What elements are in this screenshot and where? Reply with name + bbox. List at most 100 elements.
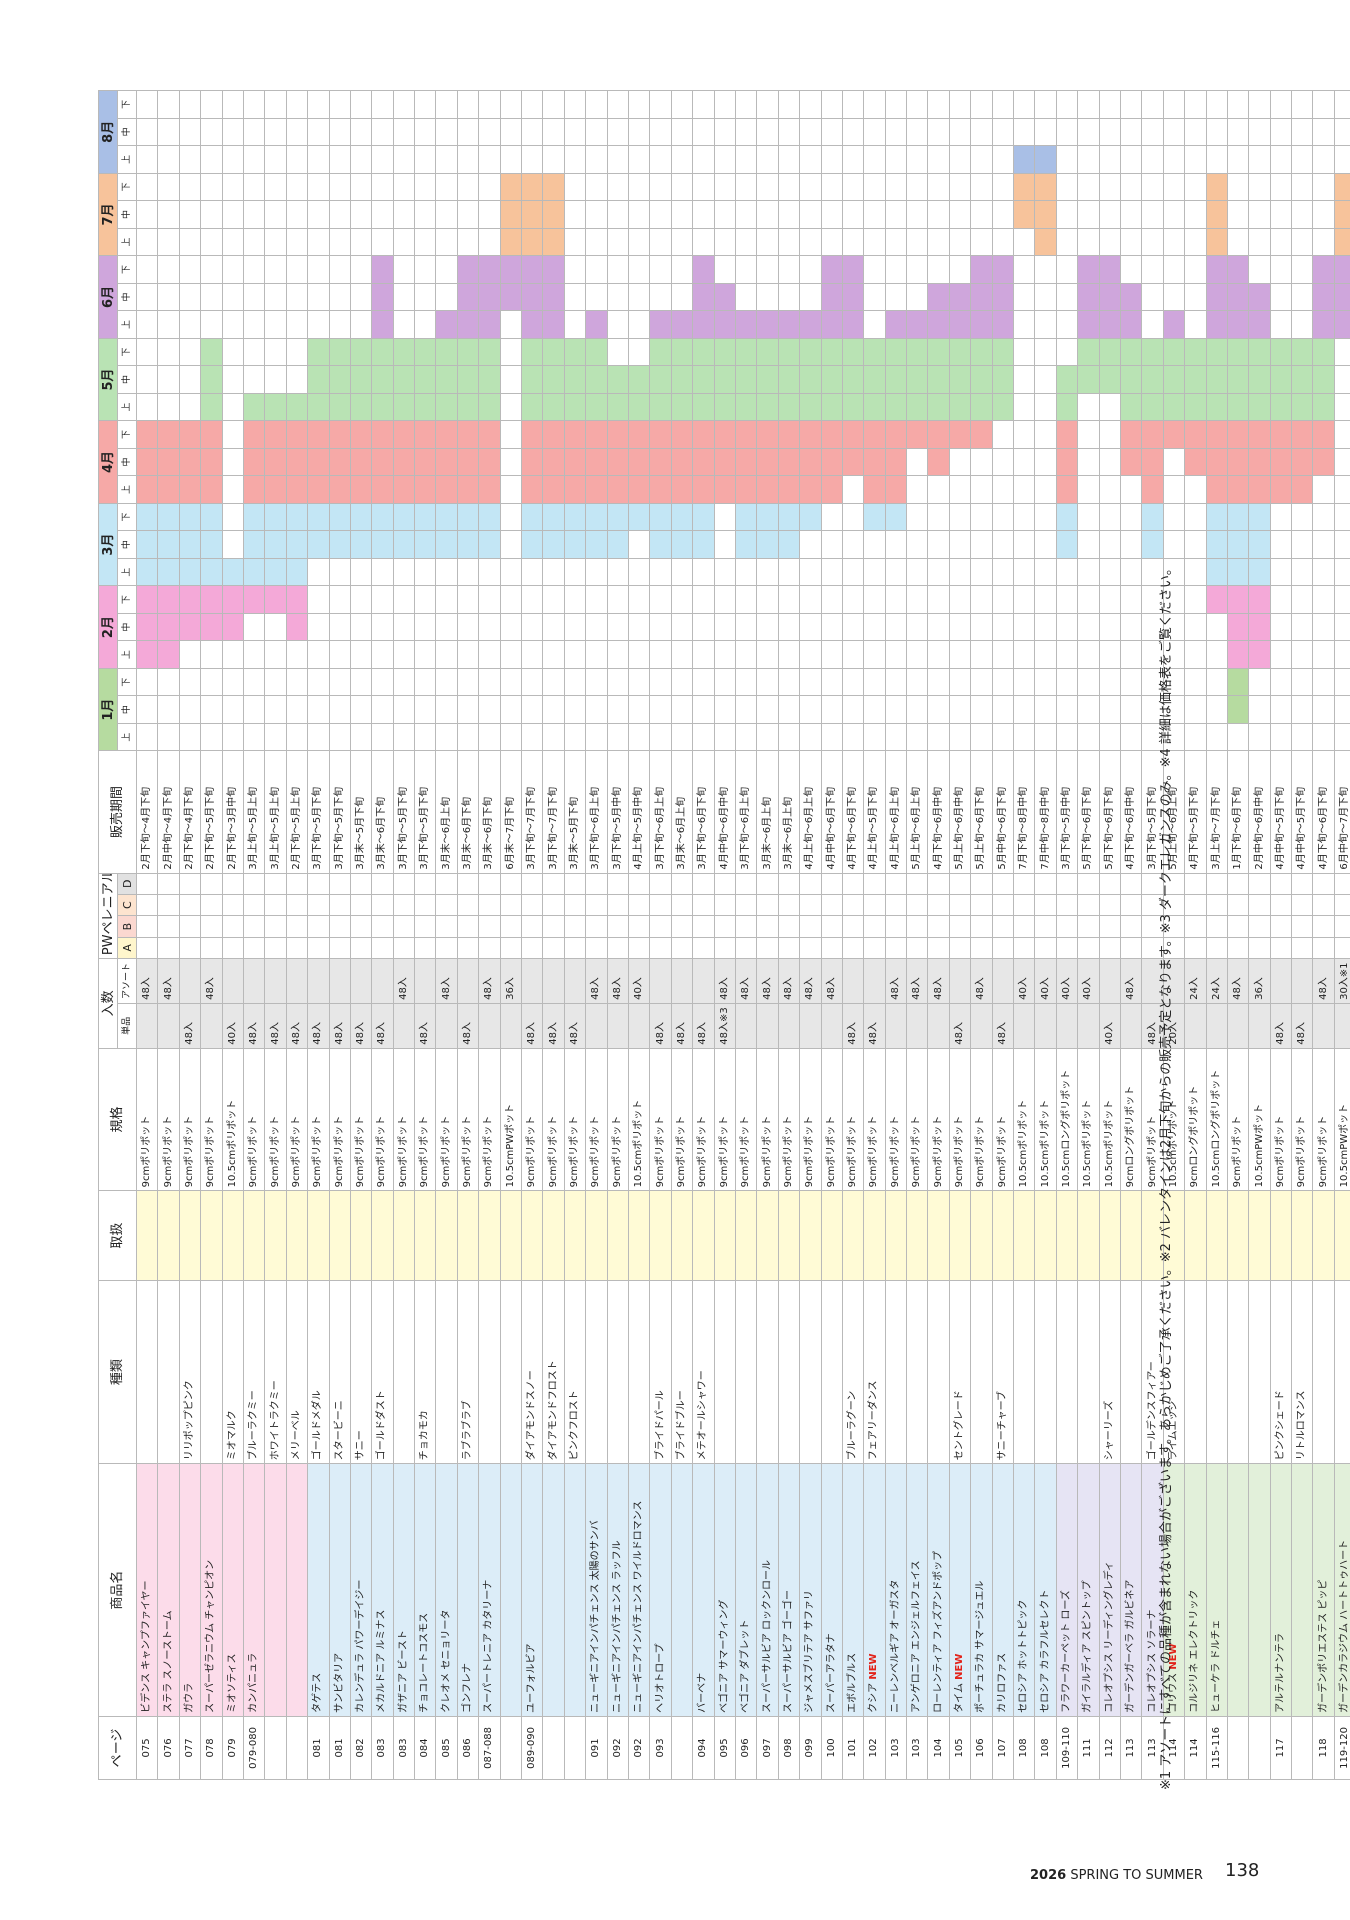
schedule-cell — [1206, 255, 1228, 284]
schedule-cell — [243, 365, 265, 394]
schedule-cell — [457, 503, 479, 531]
schedule-cell — [1099, 173, 1121, 201]
schedule-cell — [564, 695, 586, 724]
schedule-cell — [1206, 173, 1228, 201]
schedule-cell — [1056, 255, 1078, 284]
schedule-cell — [1184, 145, 1207, 174]
schedule-cell — [735, 420, 757, 449]
table-row: 096 ベゴニア ダブレット 9cmポリポット 48入 3月下旬～6月上旬 — [735, 90, 757, 1780]
header-count: 入数 — [98, 958, 118, 1049]
schedule-cell — [1270, 338, 1292, 366]
schedule-cell — [671, 90, 693, 119]
cell-single: 48入 — [671, 1003, 693, 1049]
schedule-cell — [885, 200, 907, 229]
schedule-cell — [585, 668, 608, 696]
schedule-cell — [1056, 585, 1078, 614]
cell-variety: メリーベル — [286, 1280, 308, 1464]
schedule-cell — [863, 585, 886, 614]
cell-period: 3月下旬～6月上旬 — [649, 750, 672, 874]
schedule-cell — [607, 613, 629, 641]
cell-variety: ダイアモンドフロスト — [542, 1280, 565, 1464]
cell-variety — [1120, 1280, 1142, 1464]
schedule-cell — [842, 200, 864, 229]
schedule-cell — [927, 283, 950, 311]
new-badge: NEW — [868, 1653, 880, 1680]
schedule-cell — [564, 503, 586, 531]
cell-variety — [885, 1280, 907, 1464]
schedule-cell — [329, 393, 351, 421]
cell-single — [1334, 1003, 1350, 1049]
schedule-cell — [906, 448, 928, 476]
schedule-cell — [692, 475, 715, 504]
cell-pw — [1056, 937, 1078, 959]
cell-pw — [842, 873, 864, 895]
table-row: 103 アンゲロニア エンジェルフェイス 9cmポリポット 48入 5月上旬～6月上旬 — [906, 90, 928, 1780]
schedule-cell — [350, 228, 372, 256]
schedule-cell — [1248, 255, 1271, 284]
schedule-cell — [1270, 118, 1292, 146]
schedule-cell — [200, 530, 223, 559]
cell-handling — [671, 1190, 693, 1281]
schedule-cell — [157, 365, 180, 394]
schedule-cell — [885, 558, 907, 586]
cell-period: 4月上旬～6月上旬 — [799, 750, 821, 874]
header-third: 上 — [117, 640, 137, 669]
schedule-cell — [1248, 558, 1271, 586]
cell-spec: 9cmポリポット — [179, 1048, 201, 1191]
schedule-cell — [478, 338, 501, 366]
schedule-cell — [542, 668, 565, 696]
schedule-cell — [607, 173, 629, 201]
schedule-cell — [1206, 393, 1228, 421]
schedule-cell — [607, 503, 629, 531]
header-third: 中 — [117, 283, 137, 311]
schedule-cell — [1270, 200, 1292, 229]
schedule-cell — [735, 723, 757, 751]
cell-spec: 10.5cmPWポット — [1248, 1048, 1271, 1191]
schedule-cell — [1034, 118, 1057, 146]
cell-single — [1034, 1003, 1057, 1049]
cell-period: 3月下旬～6月下旬 — [692, 750, 715, 874]
schedule-cell — [264, 420, 287, 449]
schedule-cell — [607, 420, 629, 449]
table-row: 10.5cmPWポット 36入 6月末～7月下旬 — [500, 90, 522, 1780]
cell-variety: ブルーラグーン — [842, 1280, 864, 1464]
schedule-cell — [1077, 448, 1100, 476]
cell-handling — [136, 1190, 158, 1281]
cell-pw — [970, 873, 993, 895]
schedule-cell — [756, 723, 779, 751]
cell-assort — [286, 958, 308, 1004]
cell-pw — [500, 873, 522, 895]
schedule-cell — [863, 475, 886, 504]
schedule-cell — [521, 723, 543, 751]
schedule-cell — [1270, 310, 1292, 339]
cell-pw — [1184, 894, 1207, 916]
cell-pw — [414, 915, 436, 938]
cell-assort — [992, 958, 1014, 1004]
schedule-cell — [157, 585, 180, 614]
cell-name: メカルドニア ルミナス — [371, 1463, 394, 1717]
schedule-cell — [457, 530, 479, 559]
cell-single — [1077, 1003, 1100, 1049]
schedule-cell — [692, 118, 715, 146]
cell-name: クレオメ セニョリータ — [435, 1463, 458, 1717]
schedule-cell — [414, 530, 436, 559]
schedule-cell — [649, 145, 672, 174]
schedule-cell — [435, 365, 458, 394]
schedule-cell — [585, 585, 608, 614]
schedule-cell — [222, 530, 244, 559]
schedule-cell — [542, 283, 565, 311]
cell-assort — [371, 958, 394, 1004]
schedule-cell — [906, 365, 928, 394]
schedule-cell — [243, 530, 265, 559]
cell-pw — [799, 937, 821, 959]
cell-assort — [649, 958, 672, 1004]
schedule-cell — [585, 420, 608, 449]
schedule-cell — [649, 283, 672, 311]
cell-pw — [414, 873, 436, 895]
cell-variety — [799, 1280, 821, 1464]
cell-assort — [564, 958, 586, 1004]
schedule-cell — [735, 173, 757, 201]
schedule-cell — [756, 503, 779, 531]
schedule-cell — [1248, 613, 1271, 641]
schedule-cell — [821, 283, 843, 311]
